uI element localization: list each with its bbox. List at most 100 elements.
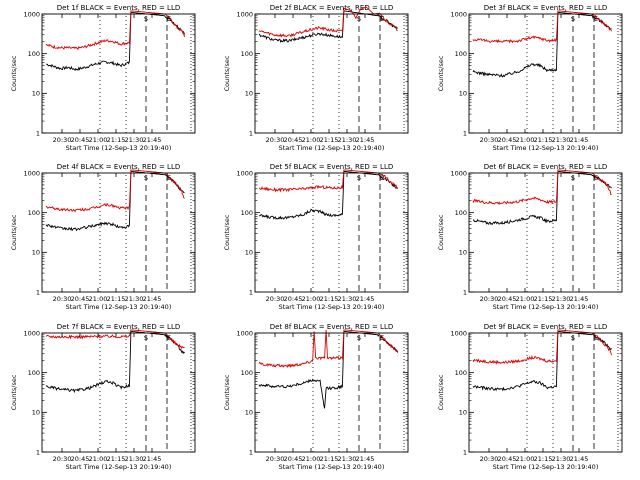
x-tick-label: 20:45 <box>71 455 90 463</box>
marker-label: S <box>144 15 148 23</box>
series-line-lld <box>45 10 186 51</box>
y-axis-label: Counts/sec <box>223 55 231 91</box>
y-axis-label: Counts/sec <box>437 214 445 250</box>
y-tick-label: 10 <box>32 409 40 417</box>
series-line-events <box>45 330 185 394</box>
marker-label: E <box>380 15 384 23</box>
y-axis-label: Counts/sec <box>437 374 445 410</box>
marker-label: S <box>571 174 575 182</box>
plot-frame <box>468 13 623 134</box>
x-tick-label: 20:45 <box>498 455 517 463</box>
marker-label: E <box>167 174 171 182</box>
y-tick-label: 100 <box>28 50 40 58</box>
chart-title: Det 9f BLACK = Events, RED = LLD <box>484 323 607 331</box>
series-line-events <box>45 11 186 72</box>
x-tick-label: 20:45 <box>498 136 517 144</box>
y-tick-label: 1 <box>249 288 253 296</box>
x-tick-label: 21:15 <box>320 295 339 303</box>
x-tick-label: 20:45 <box>284 295 303 303</box>
series-line-events <box>472 330 612 392</box>
x-axis-label: Start Time (12-Sep-13 20:19:40) <box>493 303 599 311</box>
x-tick-label: 21:30 <box>338 455 357 463</box>
marker-label: E <box>594 174 598 182</box>
x-tick-label: 21:00 <box>302 295 321 303</box>
plot-frame <box>468 172 623 293</box>
x-tick-label: 20:45 <box>284 455 303 463</box>
y-axis-label: Counts/sec <box>223 374 231 410</box>
chart-panel-7: Det 7f BLACK = Events, RED = LLD S E 1 10 100… <box>10 323 196 471</box>
y-tick-label: 10 <box>459 249 467 257</box>
marker-label: E <box>594 334 598 342</box>
x-axis-label: Start Time (12-Sep-13 20:19:40) <box>279 303 385 311</box>
marker-label: E <box>380 174 384 182</box>
y-tick-label: 100 <box>455 369 467 377</box>
y-tick-label: 100 <box>241 369 253 377</box>
y-tick-label: 100 <box>241 209 253 217</box>
y-tick-label: 1000 <box>23 169 40 177</box>
x-tick-label: 20:45 <box>498 295 517 303</box>
y-tick-label: 1 <box>249 448 253 456</box>
x-tick-label: 21:15 <box>534 455 553 463</box>
marker-label: E <box>167 334 171 342</box>
y-axis-label: Counts/sec <box>437 55 445 91</box>
chart-title: Det 1f BLACK = Events, RED = LLD <box>57 4 180 12</box>
x-axis-label: Start Time (12-Sep-13 20:19:40) <box>279 144 385 152</box>
series-line-lld <box>45 169 185 213</box>
x-tick-label: 20:30 <box>266 136 285 144</box>
x-axis-label: Start Time (12-Sep-13 20:19:40) <box>279 463 385 471</box>
x-tick-label: 20:30 <box>480 455 499 463</box>
y-tick-label: 100 <box>455 50 467 58</box>
x-tick-label: 20:45 <box>71 136 90 144</box>
x-tick-label: 21:00 <box>516 136 535 144</box>
y-tick-label: 1 <box>36 129 40 137</box>
x-tick-label: 21:00 <box>516 295 535 303</box>
chart-panel-6: Det 6f BLACK = Events, RED = LLD S E 1 10 100… <box>437 163 623 311</box>
x-axis-label: Start Time (12-Sep-13 20:19:40) <box>66 303 172 311</box>
chart-panel-5: Det 5f BLACK = Events, RED = LLD S E 1 10 100… <box>223 163 409 311</box>
marker-label: E <box>594 15 598 23</box>
x-tick-label: 20:30 <box>53 455 72 463</box>
marker-label: S <box>357 334 361 342</box>
y-tick-label: 1000 <box>23 329 40 337</box>
series-line-lld <box>258 329 399 368</box>
y-tick-label: 1 <box>249 129 253 137</box>
marker-label: E <box>167 15 171 23</box>
plot-frame <box>41 332 196 453</box>
y-tick-label: 1000 <box>450 10 467 18</box>
x-tick-label: 21:15 <box>320 455 339 463</box>
x-tick-label: 21:15 <box>534 136 553 144</box>
plot-frame <box>254 332 409 453</box>
y-tick-label: 1000 <box>450 169 467 177</box>
y-tick-label: 10 <box>459 409 467 417</box>
x-tick-label: 21:00 <box>89 136 108 144</box>
chart-panel-3: Det 3f BLACK = Events, RED = LLD S E 1 10 100… <box>437 4 623 152</box>
series-line-events <box>258 170 398 220</box>
y-tick-label: 1 <box>463 129 467 137</box>
y-tick-label: 100 <box>241 50 253 58</box>
x-tick-label: 21:45 <box>356 295 375 303</box>
x-tick-label: 21:15 <box>320 136 339 144</box>
plot-frame <box>254 172 409 293</box>
y-axis-label: Counts/sec <box>223 214 231 250</box>
marker-label: E <box>380 334 384 342</box>
x-tick-label: 20:45 <box>284 136 303 144</box>
y-tick-label: 10 <box>245 90 253 98</box>
x-tick-label: 21:30 <box>552 295 571 303</box>
series-line-events <box>45 170 185 232</box>
chart-panel-1: Det 1f BLACK = Events, RED = LLD S E 1 10 100… <box>10 4 196 152</box>
x-axis-label: Start Time (12-Sep-13 20:19:40) <box>493 144 599 152</box>
y-tick-label: 100 <box>28 209 40 217</box>
x-tick-label: 21:30 <box>552 455 571 463</box>
x-tick-label: 21:00 <box>516 455 535 463</box>
chart-panel-2: Det 2f BLACK = Events, RED = LLD S E 1 10 100… <box>223 4 409 152</box>
y-tick-label: 10 <box>245 409 253 417</box>
series-line-events <box>472 170 612 226</box>
marker-label: S <box>144 334 148 342</box>
x-tick-label: 20:30 <box>53 295 72 303</box>
y-tick-label: 1 <box>463 288 467 296</box>
x-axis-label: Start Time (12-Sep-13 20:19:40) <box>493 463 599 471</box>
y-tick-label: 10 <box>32 90 40 98</box>
y-tick-label: 1 <box>36 288 40 296</box>
series-line-events <box>258 10 398 43</box>
